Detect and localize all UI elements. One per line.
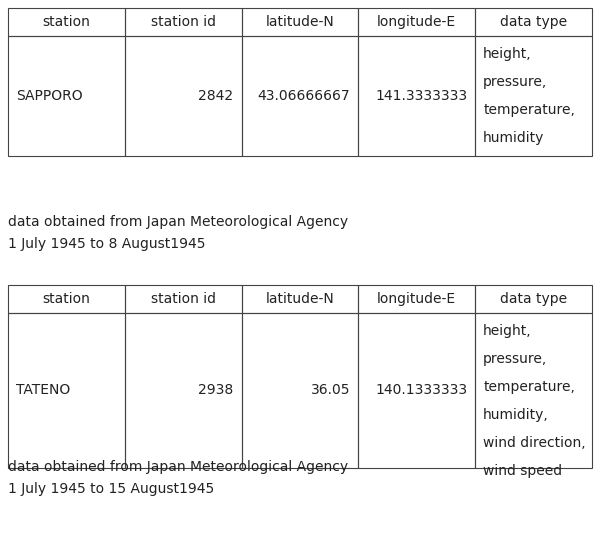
Bar (8, 36, 125, 156)
Text: wind speed: wind speed (483, 464, 562, 478)
Text: latitude-N: latitude-N (266, 292, 334, 306)
Text: temperature,: temperature, (483, 103, 575, 117)
Bar (8, 313, 125, 468)
Text: 1 July 1945 to 15 August1945: 1 July 1945 to 15 August1945 (8, 482, 214, 496)
Bar (358, 36, 475, 156)
Text: pressure,: pressure, (483, 75, 547, 89)
Bar (475, 8, 592, 36)
Text: station: station (43, 15, 91, 29)
Bar (475, 313, 592, 468)
Bar (242, 285, 358, 313)
Bar (358, 313, 475, 468)
Text: 1 July 1945 to 8 August1945: 1 July 1945 to 8 August1945 (8, 237, 205, 251)
Text: humidity: humidity (483, 131, 545, 145)
Text: 2842: 2842 (199, 89, 233, 103)
Text: data type: data type (500, 15, 567, 29)
Text: 141.3333333: 141.3333333 (375, 89, 467, 103)
Bar (125, 8, 242, 36)
Bar (358, 8, 475, 36)
Bar (125, 313, 242, 468)
Text: longitude-E: longitude-E (377, 15, 457, 29)
Text: longitude-E: longitude-E (377, 292, 457, 306)
Text: 140.1333333: 140.1333333 (375, 384, 467, 397)
Text: 43.06666667: 43.06666667 (258, 89, 350, 103)
Text: data obtained from Japan Meteorological Agency: data obtained from Japan Meteorological … (8, 460, 348, 474)
Bar (242, 36, 358, 156)
Bar (8, 8, 125, 36)
Text: data type: data type (500, 292, 567, 306)
Text: SAPPORO: SAPPORO (16, 89, 83, 103)
Text: data obtained from Japan Meteorological Agency: data obtained from Japan Meteorological … (8, 215, 348, 229)
Text: latitude-N: latitude-N (266, 15, 334, 29)
Text: temperature,: temperature, (483, 380, 575, 394)
Bar (125, 285, 242, 313)
Text: station: station (43, 292, 91, 306)
Text: 2938: 2938 (199, 384, 233, 397)
Bar (475, 36, 592, 156)
Bar (358, 285, 475, 313)
Text: TATENO: TATENO (16, 384, 70, 397)
Text: station id: station id (151, 292, 216, 306)
Text: wind direction,: wind direction, (483, 436, 586, 450)
Bar (242, 8, 358, 36)
Bar (125, 36, 242, 156)
Text: station id: station id (151, 15, 216, 29)
Bar (475, 285, 592, 313)
Text: height,: height, (483, 47, 532, 61)
Bar (8, 285, 125, 313)
Text: pressure,: pressure, (483, 352, 547, 366)
Text: height,: height, (483, 324, 532, 338)
Text: humidity,: humidity, (483, 408, 549, 422)
Text: 36.05: 36.05 (311, 384, 350, 397)
Bar (242, 313, 358, 468)
